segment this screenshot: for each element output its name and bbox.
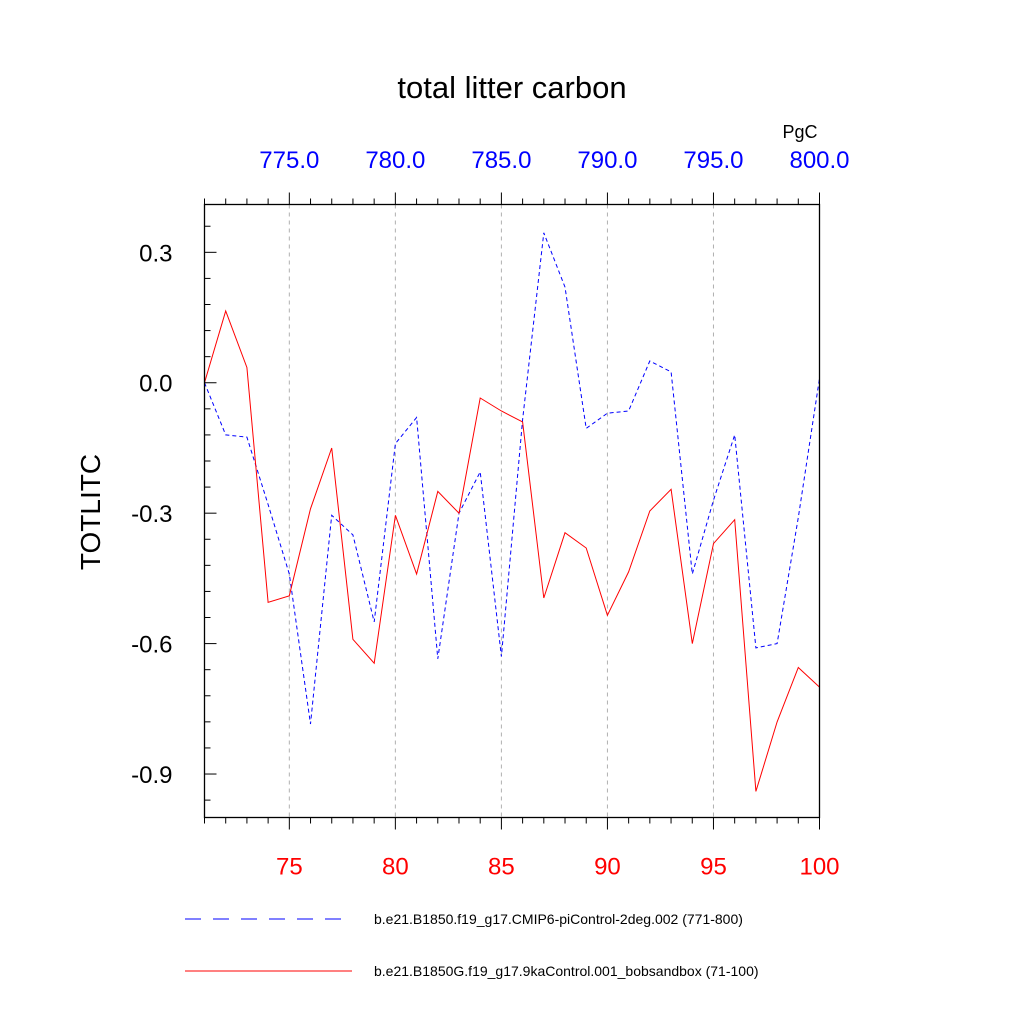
- y-tick-label: -0.6: [131, 632, 172, 659]
- top-tick-label: 800.0: [789, 147, 849, 174]
- series-line-2: [204, 309, 820, 792]
- series-layer: [204, 232, 820, 792]
- y-tick-label: -0.9: [131, 762, 172, 789]
- y-tick-label: 0.0: [139, 371, 172, 398]
- y-tick-label: 0.3: [139, 240, 172, 267]
- legend-label-1: b.e21.B1850.f19_g17.CMIP6-piControl-2deg…: [374, 911, 743, 927]
- x-tick-label: 85: [488, 854, 515, 881]
- y-tick-label: -0.3: [131, 501, 172, 528]
- chart-title: total litter carbon: [397, 70, 626, 105]
- top-tick-label: 795.0: [683, 147, 743, 174]
- x-tick-label: 75: [276, 854, 303, 881]
- x-tick-label: 95: [700, 854, 727, 881]
- top-tick-label: 780.0: [365, 147, 425, 174]
- legend-label-2: b.e21.B1850G.f19_g17.9kaControl.001_bobs…: [374, 963, 759, 979]
- axis-ticks: [204, 192, 820, 830]
- plot-frame: [203, 203, 821, 819]
- top-tick-label: 790.0: [577, 147, 637, 174]
- tick-labels: 75 80 85 90 95 100 775.0 780.0 785.0 790.0 795.0 80…: [131, 147, 849, 881]
- top-axis-unit: PgC: [782, 122, 817, 142]
- legend: b.e21.B1850.f19_g17.CMIP6-piControl-2deg…: [185, 911, 759, 979]
- top-tick-label: 785.0: [471, 147, 531, 174]
- y-axis-label: TOTLITC: [75, 454, 106, 570]
- grid-lines: [288, 204, 820, 818]
- x-tick-label: 80: [382, 854, 409, 881]
- top-tick-label: 775.0: [259, 147, 319, 174]
- x-tick-label: 90: [594, 854, 621, 881]
- x-tick-label: 100: [799, 854, 839, 881]
- series-line-1: [204, 232, 820, 725]
